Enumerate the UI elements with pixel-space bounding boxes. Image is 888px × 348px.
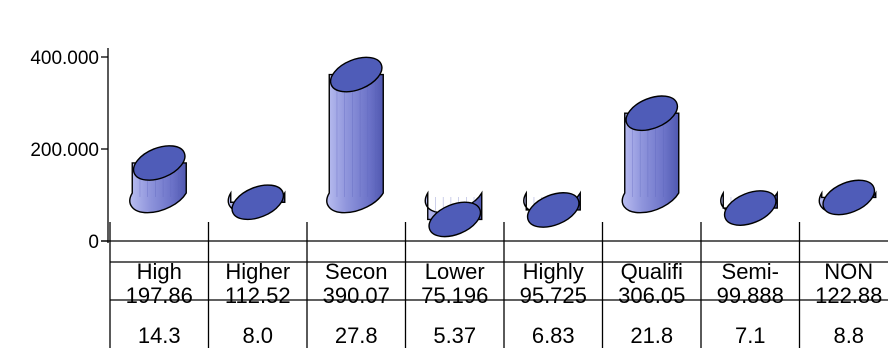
category-label: NON — [824, 259, 873, 284]
bar — [523, 190, 581, 228]
bar-top — [526, 192, 580, 228]
table-cell: 197.86 — [126, 283, 193, 308]
bar — [227, 184, 286, 221]
table-cell: 122.88 — [815, 283, 882, 308]
bar-top — [625, 95, 679, 132]
data-table: High Higher Secon Lower Highly Qualifi Semi- NO… — [101, 222, 888, 348]
bar-top — [822, 179, 876, 216]
category-label: Lower — [425, 259, 485, 284]
bar — [326, 56, 384, 214]
category-label: High — [137, 259, 182, 284]
table-cell: 99.888 — [717, 283, 784, 308]
bar-body — [621, 112, 680, 214]
table-cell: 75.196 — [421, 283, 488, 308]
bar — [129, 145, 187, 214]
bars — [129, 56, 877, 238]
y-axis: 0 200.000 400.000 — [30, 48, 109, 253]
bar — [621, 95, 680, 214]
table-cell: 5.37 — [433, 323, 476, 348]
category-label: Semi- — [722, 259, 779, 284]
y-tick-label: 0 — [88, 232, 99, 253]
y-tick-label: 200.000 — [30, 140, 99, 161]
y-tick-label: 400.000 — [30, 48, 99, 69]
table-cell: 306.05 — [618, 283, 685, 308]
bar-top — [231, 184, 285, 221]
bar-top — [428, 201, 482, 238]
category-label: Higher — [225, 259, 290, 284]
bar-body — [326, 73, 384, 214]
table-cell: 8.0 — [242, 323, 273, 348]
bar-top — [329, 56, 383, 93]
table-cell: 21.8 — [630, 323, 673, 348]
table-cell: 390.07 — [323, 283, 390, 308]
bar — [720, 190, 778, 226]
table-cell: 27.8 — [335, 323, 378, 348]
bar-top — [723, 190, 777, 226]
category-label: Highly — [523, 259, 584, 284]
category-label: Secon — [325, 259, 387, 284]
table-cell: 8.8 — [833, 323, 864, 348]
table-cell: 95.725 — [520, 283, 587, 308]
bar-top — [132, 145, 186, 181]
table-cell: 6.83 — [532, 323, 575, 348]
bar — [818, 179, 877, 216]
table-cell: 14.3 — [138, 323, 181, 348]
table-cell: 112.52 — [225, 283, 291, 308]
bar — [424, 190, 483, 238]
category-label: Qualifi — [621, 259, 683, 284]
table-cell: 7.1 — [735, 323, 766, 348]
